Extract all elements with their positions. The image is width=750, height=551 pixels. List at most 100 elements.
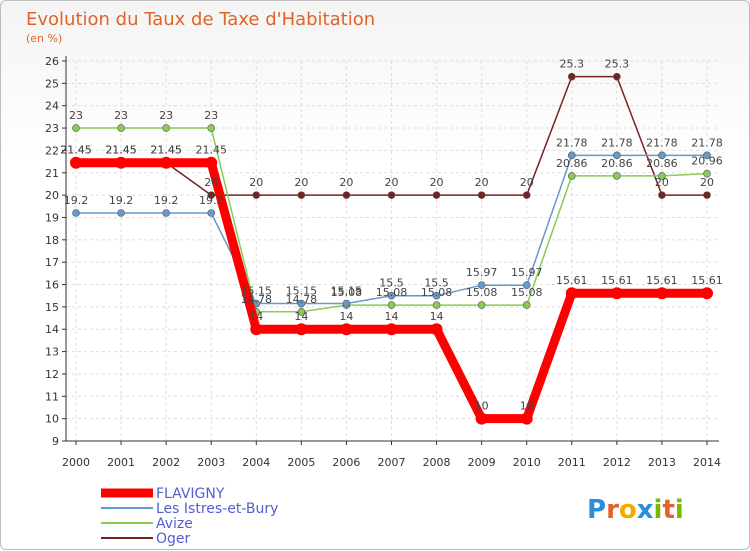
data-label: 21.45 [60,144,92,157]
logo-letter: x [637,495,654,525]
data-label: 20 [475,176,489,189]
data-label: 14 [385,310,399,323]
y-tick-label: 18 [45,234,59,247]
data-point [567,172,576,180]
data-label: 20.86 [556,157,588,170]
data-point [70,156,82,169]
data-label: 15.08 [511,286,543,299]
x-tick-label: 2004 [242,456,270,469]
data-point [703,191,711,199]
data-label: 20 [700,176,714,189]
logo-letter: P [587,495,606,525]
data-label: 14 [339,310,353,323]
data-label: 10 [520,400,534,413]
chart-title: Evolution du Taux de Taxe d'Habitation [26,9,375,30]
data-label: 21.45 [105,144,137,157]
data-point [432,291,441,300]
data-label: 15.08 [331,286,363,299]
y-tick-label: 20 [45,189,59,202]
data-point [72,209,80,217]
data-point [295,323,308,336]
data-point [115,156,128,169]
data-point [342,191,351,199]
data-label: 15.15 [286,285,318,298]
y-tick-label: 10 [45,413,59,426]
data-point [297,307,306,316]
legend-label: FLAVIGNY [156,486,225,502]
logo-letter: t [662,495,674,525]
x-tick-label: 2011 [558,456,586,469]
data-label: 20 [385,176,399,189]
data-label: 15.5 [379,277,404,290]
data-point [72,124,80,132]
x-tick-label: 2009 [468,456,496,469]
data-point [430,323,443,336]
x-tick-label: 2000 [62,456,90,469]
data-point [658,191,666,199]
data-point [567,72,576,81]
y-axis-label: (en %) [26,32,62,45]
data-point [207,124,216,132]
y-tick-label: 17 [45,256,59,269]
legend-label: Les Istres-et-Bury [156,501,278,517]
data-point [477,301,486,309]
data-label: 14.78 [241,293,273,306]
data-point [117,124,125,132]
data-point [432,191,441,199]
x-tick-label: 2003 [197,456,225,469]
data-label: 15.61 [556,274,588,287]
data-label: 19.2 [109,194,134,207]
data-label: 19.2 [64,194,89,207]
data-label: 20 [204,176,218,189]
y-tick-label: 9 [52,435,59,448]
data-point [385,323,398,336]
data-point [522,301,531,309]
logo-letter: i [654,495,663,525]
data-point [703,151,711,160]
data-label: 20.86 [601,157,633,170]
data-label: 21.78 [646,136,678,149]
data-point [160,156,173,169]
data-point [340,323,353,336]
data-point [387,301,396,309]
data-label: 20 [655,176,669,189]
data-point [522,191,531,199]
y-tick-label: 21 [45,167,59,180]
data-point [387,291,396,300]
x-tick-label: 2012 [603,456,631,469]
data-point [117,209,125,217]
data-label: 15.5 [424,277,449,290]
data-label: 21.78 [691,136,723,149]
data-label: 21.78 [556,136,588,149]
data-point [252,191,261,199]
data-label: 14.78 [286,293,318,306]
data-label: 25.3 [605,58,630,71]
y-tick-label: 22 [45,144,59,157]
y-tick-label: 14 [45,323,59,336]
data-label: 10 [475,400,489,413]
x-tick-label: 2014 [693,456,721,469]
logo-text: Proxiti [587,495,684,525]
data-label: 20.86 [646,157,678,170]
x-tick-label: 2006 [332,456,360,469]
data-point [205,156,218,169]
data-label: 15.97 [511,266,543,279]
data-label: 23 [159,109,173,122]
data-point [477,281,486,290]
data-point [162,124,170,132]
y-tick-label: 16 [45,279,59,292]
y-tick-label: 15 [45,301,59,314]
data-label: 20 [520,176,534,189]
data-label: 15.61 [646,274,678,287]
data-point [162,209,170,217]
data-point [613,172,621,180]
data-label: 15.15 [241,285,273,298]
proxiti-logo: Proxiti [587,495,684,525]
data-label: 20 [294,176,308,189]
data-point [655,287,668,300]
x-tick-label: 2001 [107,456,135,469]
data-label: 15.15 [331,285,363,298]
axes: 9 10 11 12 13 14 15 16 17 18 19 20 21 22 23 24 25 26 2000 2… [45,55,721,469]
